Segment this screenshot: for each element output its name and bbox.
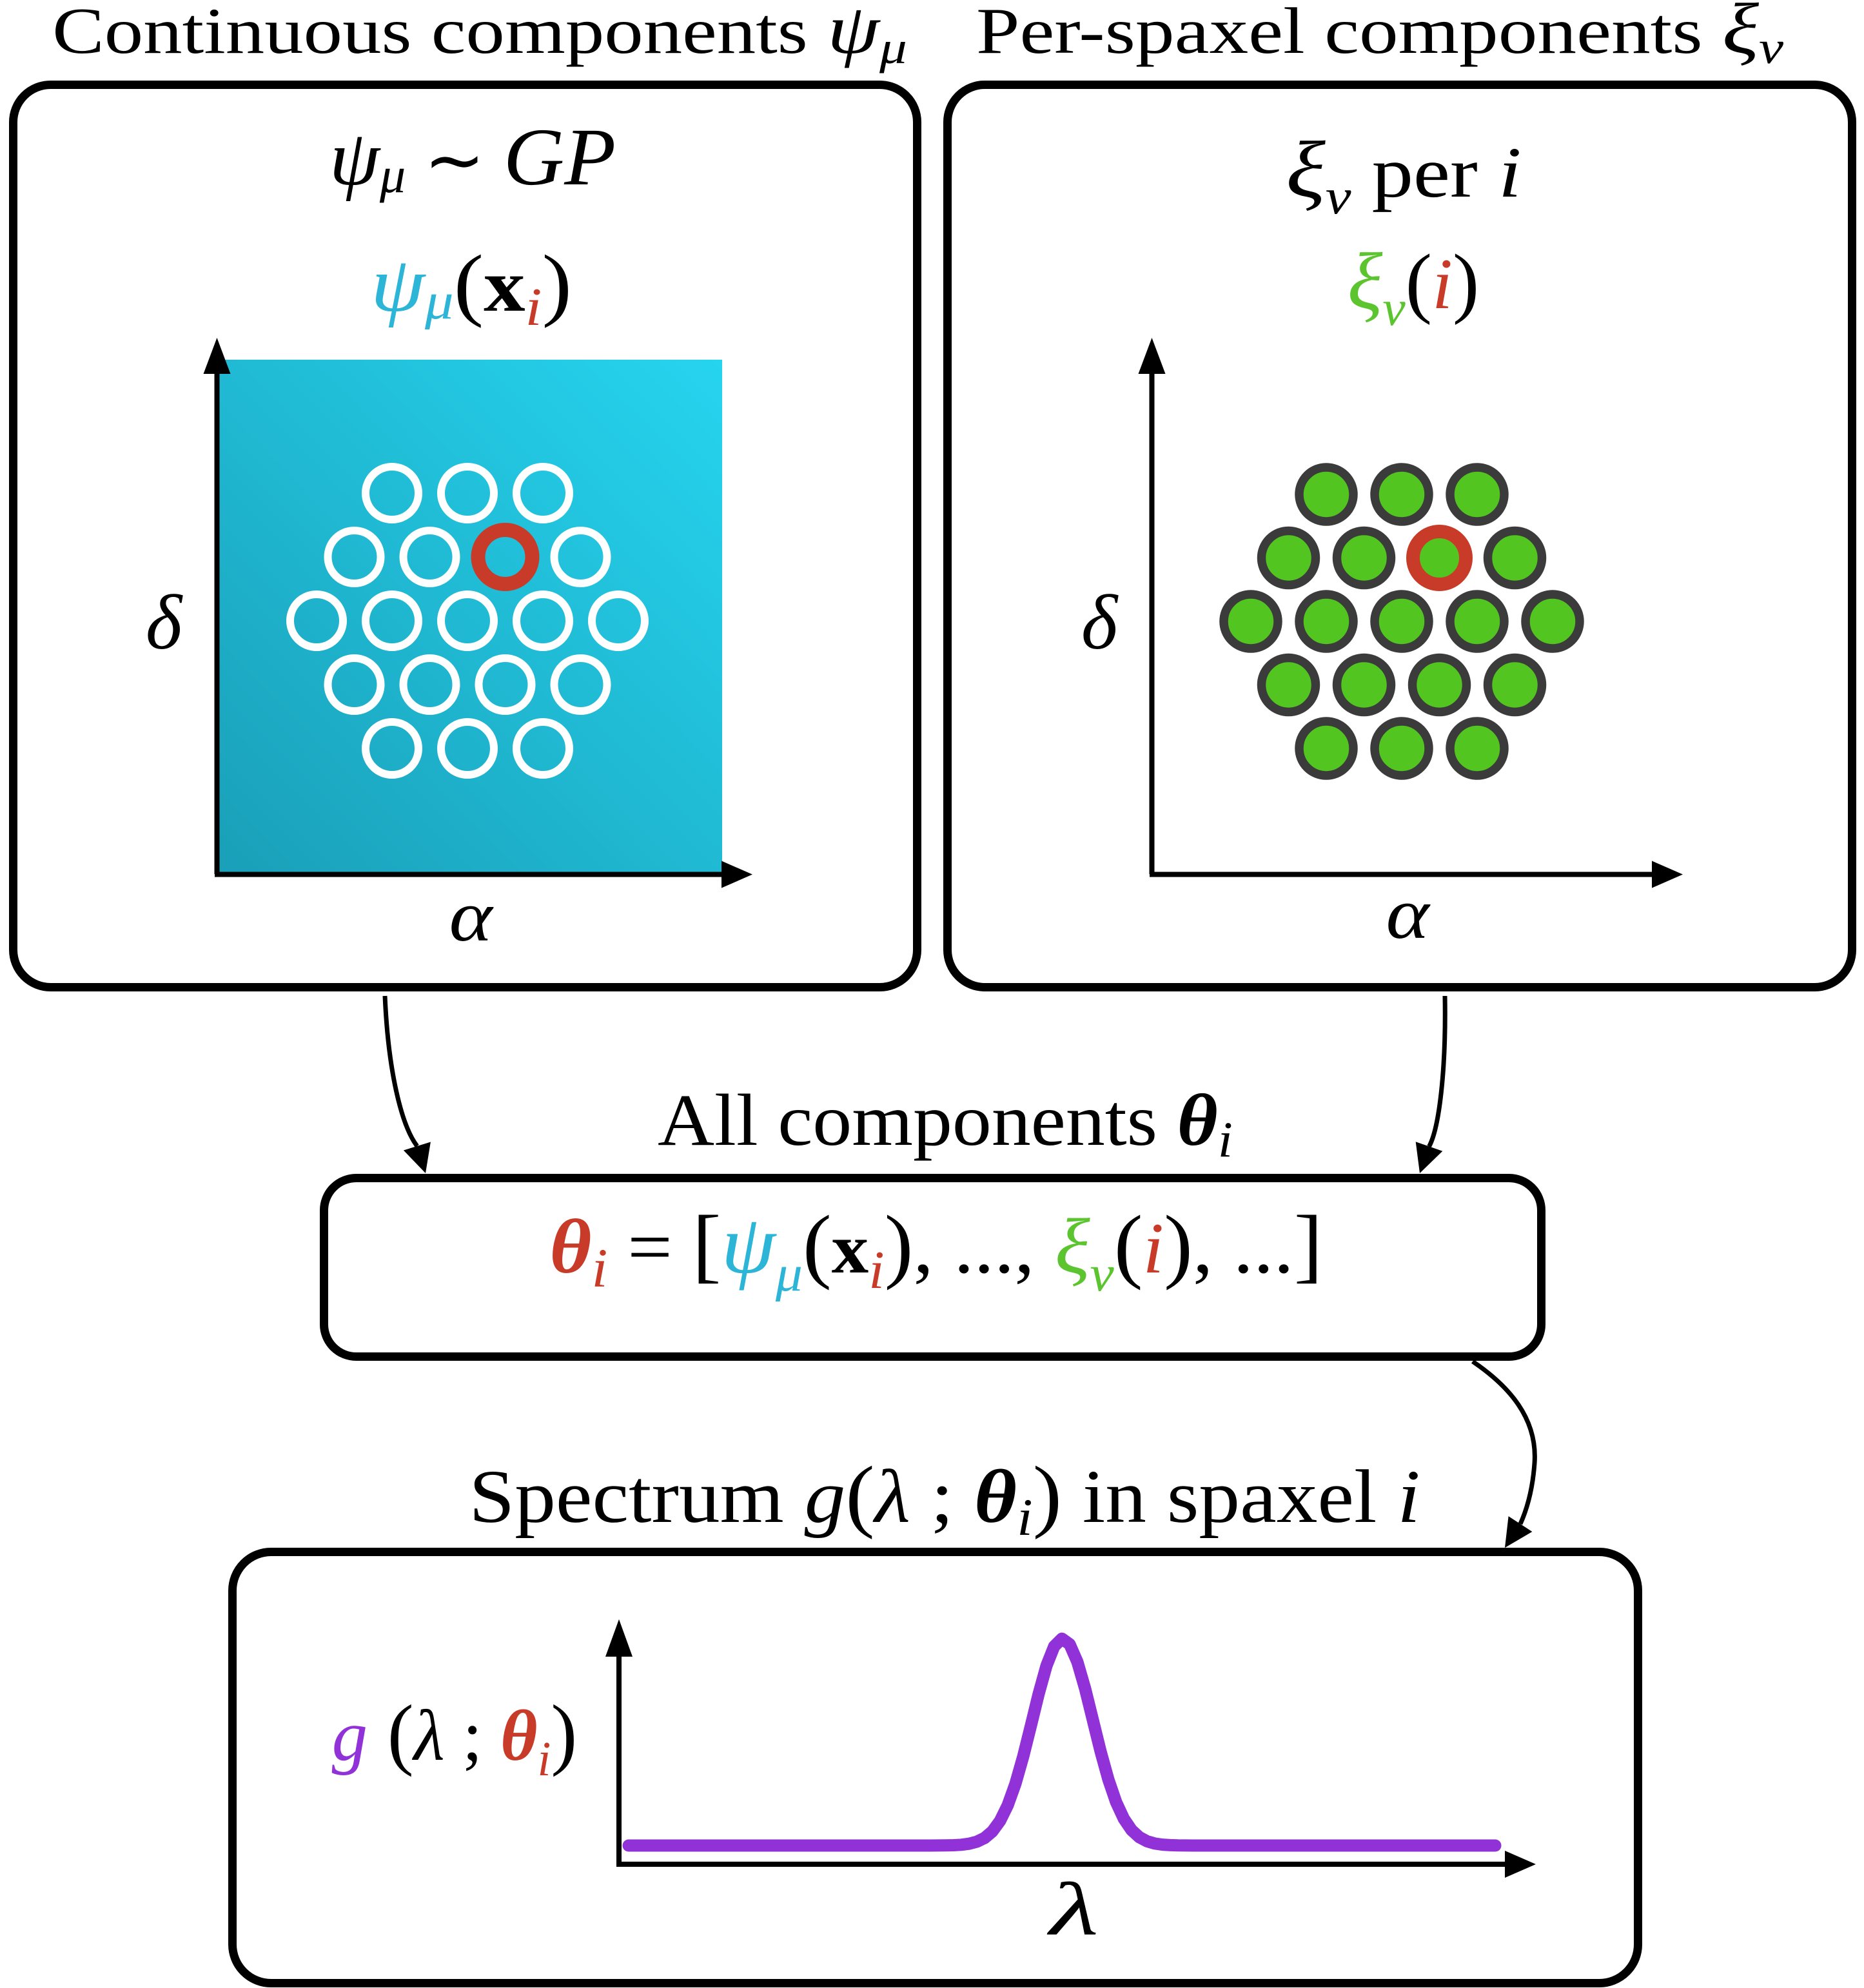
svg-text:g (λ ; θi): g (λ ; θi) <box>332 1688 578 1786</box>
svg-text:δ: δ <box>146 580 183 666</box>
svg-text:Spectrum g(λ ; θi) in spaxel i: Spectrum g(λ ; θi) in spaxel i <box>469 1450 1420 1547</box>
svg-text:Continuous components ψμ: Continuous components ψμ <box>52 0 907 73</box>
svg-text:Per-spaxel components ξν: Per-spaxel components ξν <box>976 0 1784 73</box>
svg-text:ψμ(xi): ψμ(xi) <box>371 238 572 337</box>
svg-text:All components θi: All components θi <box>658 1080 1233 1168</box>
svg-text:λ: λ <box>1046 1867 1099 1951</box>
svg-text:θi = [ψμ(xi), ..., ξν(i), ...]: θi = [ψμ(xi), ..., ξν(i), ...] <box>549 1198 1322 1302</box>
svg-text:ξν per i: ξν per i <box>1286 125 1521 224</box>
svg-text:α: α <box>449 876 494 956</box>
svg-text:ξν(i): ξν(i) <box>1348 237 1480 336</box>
svg-text:δ: δ <box>1081 580 1119 666</box>
svg-text:ψμ ∼ GP: ψμ ∼ GP <box>329 112 616 204</box>
svg-text:α: α <box>1386 873 1431 953</box>
